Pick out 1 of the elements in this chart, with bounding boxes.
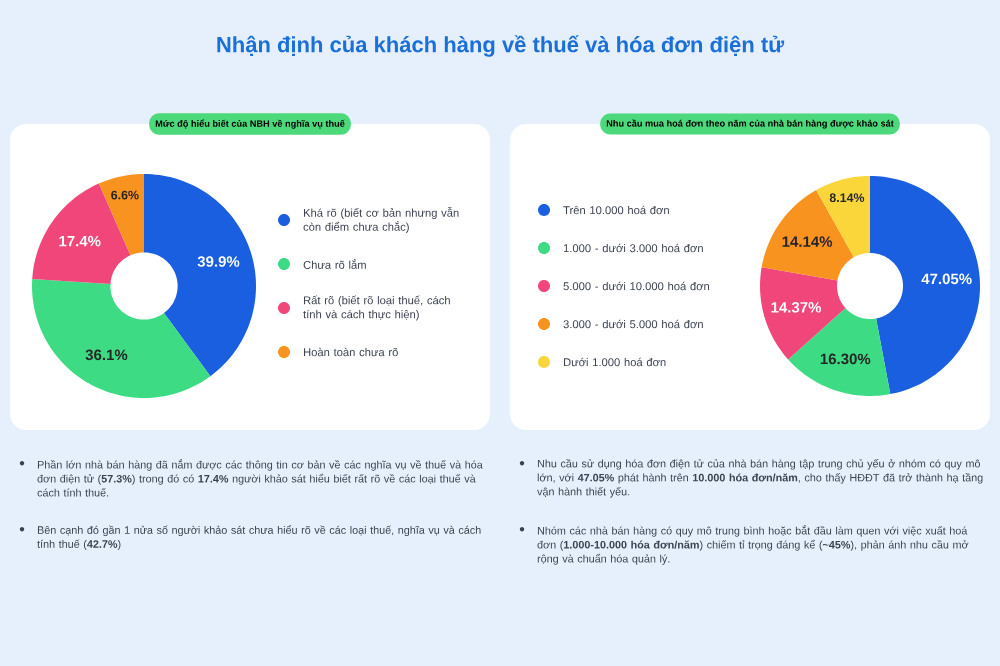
- chart-title: Nhận định của khách hàng về thuế và hóa đơn điện tử: [217, 35, 785, 57]
